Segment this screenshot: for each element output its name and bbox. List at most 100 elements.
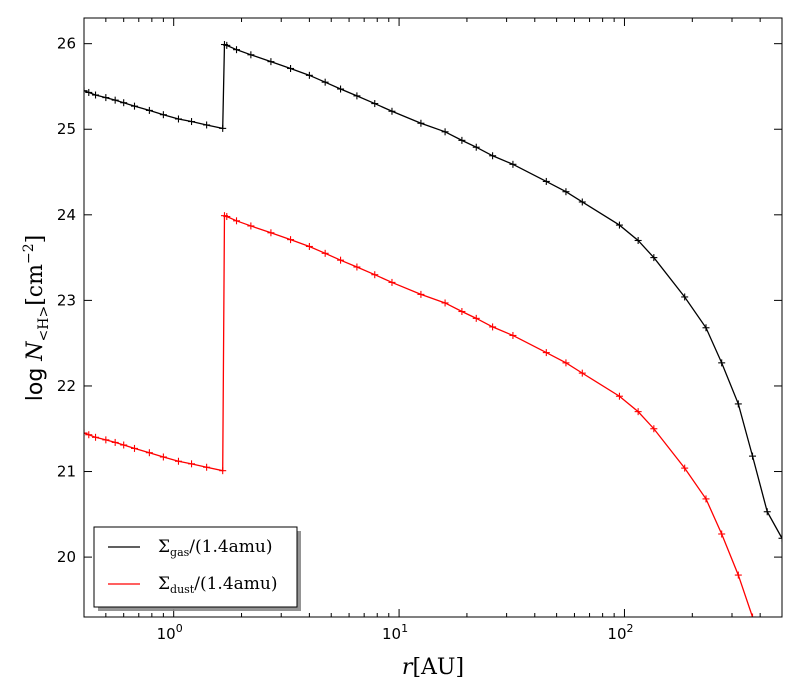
data-point [458,136,466,144]
data-point [615,221,623,229]
data-point [734,400,742,408]
data-point [321,249,329,257]
data-point [145,106,153,114]
data-point [371,271,379,279]
data-point [84,87,88,95]
data-point [219,467,227,475]
data-point [763,508,771,516]
data-point [120,441,128,449]
data-point [233,217,241,225]
data-point [353,263,361,271]
data-point [321,78,329,86]
data-point [578,369,586,377]
x-axis: 100 101 102 [83,18,783,643]
data-point [681,293,689,301]
data-point [634,236,642,244]
data-point [371,100,379,108]
y-tick-label: 21 [57,463,76,481]
data-point [650,425,658,433]
data-point [203,121,211,129]
data-point [247,51,255,59]
data-point [509,331,517,339]
data-point [509,160,517,168]
y-tick-label: 22 [57,377,76,395]
data-point [92,433,100,441]
data-point [458,308,466,316]
data-point [562,188,570,196]
data-point [267,229,275,237]
data-point [417,290,425,298]
data-point [247,222,255,230]
data-point [203,463,211,471]
data-point [305,71,313,79]
data-point [472,314,480,322]
y-tick-label: 20 [57,548,76,566]
x-tick-label: 101 [382,622,408,643]
x-tick-label: 100 [157,622,183,643]
series-layer [84,41,782,617]
data-point [337,85,345,93]
data-point [702,495,710,503]
series-line-1 [84,214,754,617]
y-axis-title: log N<H>[cm−2] [21,235,52,401]
data-point [223,41,231,49]
data-point [441,299,449,307]
data-point [702,324,710,332]
data-point [337,256,345,264]
data-point [749,452,757,460]
data-point [130,102,138,110]
legend: Σgas/(1.4amu) Σdust/(1.4amu) [93,526,301,611]
data-point [388,107,396,115]
data-point [174,115,182,123]
data-point [388,278,396,286]
data-point [85,431,93,439]
data-point [159,111,167,119]
y-tick-label: 25 [57,120,76,138]
data-point [749,613,757,617]
data-point [305,242,313,250]
data-point [634,408,642,416]
x-tick-label: 102 [607,622,633,643]
data-point [562,359,570,367]
data-point [681,464,689,472]
data-point [287,236,295,244]
data-point [92,91,100,99]
data-point [223,213,231,221]
data-point [188,118,196,126]
data-point [287,64,295,72]
data-point [472,143,480,151]
y-tick-label: 24 [57,206,76,224]
y-tick-label: 23 [57,291,76,309]
series-line-0 [84,43,782,539]
data-point [441,128,449,136]
data-point [219,124,227,132]
data-point [188,460,196,468]
data-point [718,530,726,538]
data-point [417,119,425,127]
data-point [778,534,782,542]
plot-area [83,17,783,618]
data-point [174,457,182,465]
data-point [159,453,167,461]
data-point [120,99,128,107]
data-point [130,444,138,452]
data-point [542,177,550,185]
data-point [84,429,88,437]
data-point [542,349,550,357]
data-point [111,438,119,446]
data-point [489,152,497,160]
data-point [489,323,497,331]
x-axis-title: r[AU] [402,655,464,680]
data-point [111,96,119,104]
data-point [650,254,658,262]
data-point [233,46,241,54]
data-point [718,359,726,367]
data-point [267,58,275,66]
y-tick-label: 26 [57,35,76,53]
data-point [615,392,623,400]
data-point [85,88,93,96]
data-point [102,436,110,444]
data-point [734,571,742,579]
y-axis: 20 21 22 23 24 25 26 [57,35,782,566]
